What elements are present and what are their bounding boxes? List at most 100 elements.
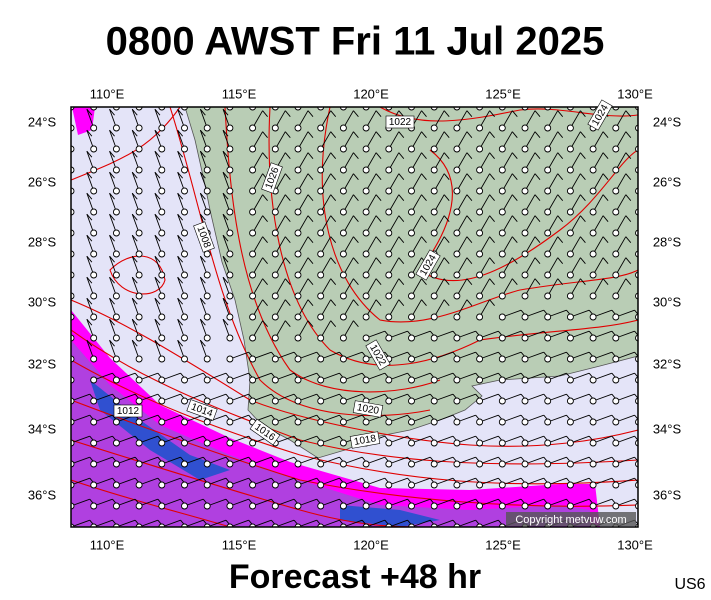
- longitude-label: 125°E: [485, 86, 521, 101]
- station: [430, 397, 438, 405]
- station: [226, 145, 234, 153]
- barb-flag: [86, 318, 93, 326]
- barb-flag: [64, 151, 69, 157]
- station: [112, 208, 120, 216]
- station: [339, 481, 347, 489]
- barb-flag: [443, 299, 450, 306]
- barb-flag: [557, 215, 564, 222]
- barb-flag: [421, 215, 427, 222]
- barb-flag: [262, 215, 268, 222]
- station: [566, 313, 574, 321]
- station: [521, 334, 529, 342]
- barb-flag: [284, 299, 291, 306]
- latitude-label: 26°S: [28, 174, 57, 189]
- station: [566, 271, 574, 279]
- station: [362, 229, 370, 237]
- station: [589, 292, 597, 300]
- station: [271, 376, 279, 384]
- station: [476, 292, 484, 300]
- station: [158, 250, 166, 258]
- station: [339, 397, 347, 405]
- station: [135, 271, 143, 279]
- station: [112, 229, 120, 237]
- station: [158, 292, 166, 300]
- station: [294, 292, 302, 300]
- station: [476, 208, 484, 216]
- station: [226, 124, 234, 132]
- station: [408, 313, 415, 321]
- station: [158, 355, 166, 363]
- barb-shaft: [206, 107, 208, 108]
- station: [544, 187, 552, 195]
- station: [181, 187, 188, 195]
- barb-flag: [307, 257, 314, 264]
- station: [453, 124, 461, 132]
- latitude-label: 36°S: [28, 487, 57, 502]
- station: [271, 208, 279, 216]
- station: [544, 397, 552, 405]
- station: [90, 460, 98, 468]
- station: [408, 229, 415, 237]
- station: [112, 502, 120, 510]
- barb-flag: [109, 276, 115, 284]
- station: [317, 334, 325, 342]
- station: [112, 313, 120, 321]
- barb-flag: [284, 194, 291, 201]
- barb-flag: [421, 110, 427, 117]
- barb-flag: [154, 297, 161, 305]
- station: [430, 166, 438, 174]
- barb-flag: [625, 257, 632, 264]
- station: [566, 145, 574, 153]
- barb-shaft: [138, 107, 140, 108]
- station: [135, 376, 143, 384]
- station: [566, 481, 574, 489]
- barb-flag: [307, 173, 314, 180]
- station: [112, 124, 120, 132]
- barb-flag: [634, 456, 638, 462]
- station: [90, 292, 98, 300]
- station: [90, 145, 98, 153]
- station: [589, 208, 597, 216]
- barb-shaft: [411, 107, 413, 108]
- station: [90, 166, 98, 174]
- station: [112, 334, 120, 342]
- station: [181, 439, 188, 447]
- barb-shaft: [71, 357, 72, 359]
- station: [566, 439, 574, 447]
- barb-flag: [131, 213, 138, 221]
- station: [589, 397, 597, 405]
- station: [566, 355, 574, 363]
- barb-flag: [307, 236, 314, 243]
- station: [498, 229, 506, 237]
- barb-flag: [657, 478, 662, 484]
- barb-flag: [64, 319, 69, 325]
- barb-flag: [109, 129, 115, 137]
- isobar-label-box: [113, 404, 143, 418]
- barb-flag: [131, 171, 138, 179]
- station: [476, 187, 484, 195]
- barb-flag: [466, 257, 473, 264]
- station: [226, 355, 234, 363]
- barb-flag: [308, 90, 313, 96]
- barb-flag: [353, 110, 359, 117]
- barb-flag: [200, 339, 206, 347]
- barb-flag: [331, 90, 336, 96]
- barb-flag: [222, 234, 229, 242]
- station: [249, 439, 257, 447]
- barb-flag: [262, 131, 268, 138]
- barb-flag: [177, 108, 184, 116]
- station: [498, 124, 506, 132]
- station: [589, 334, 597, 342]
- station: [453, 208, 461, 216]
- barb-flag: [657, 394, 662, 400]
- barb-flag: [307, 131, 314, 138]
- station: [521, 145, 529, 153]
- barb-flag: [177, 234, 184, 242]
- station: [158, 376, 166, 384]
- barb-flag: [131, 234, 138, 242]
- station: [135, 502, 143, 510]
- barb-flag: [330, 131, 337, 138]
- barb-flag: [398, 278, 405, 285]
- station: [226, 376, 234, 384]
- station: [612, 418, 620, 426]
